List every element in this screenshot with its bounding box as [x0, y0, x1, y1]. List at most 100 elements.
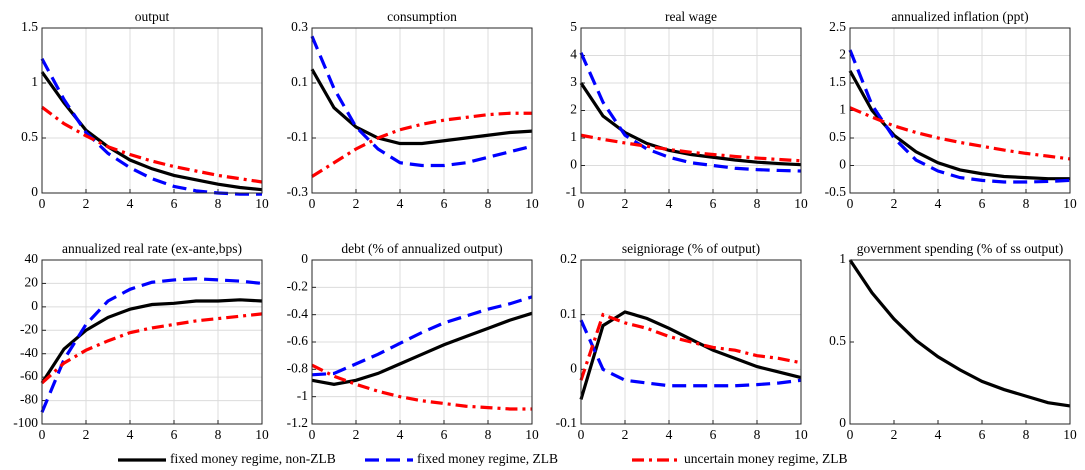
- y-tick-label: 2.5: [829, 19, 846, 34]
- series-line: [579, 319, 802, 388]
- panel-title: seigniorage (% of output): [622, 241, 760, 256]
- y-tick-label: 1: [31, 74, 38, 89]
- series-line: [311, 311, 533, 386]
- y-tick-label: -0.5: [825, 184, 847, 199]
- panel-title: annualized inflation (ppt): [891, 9, 1028, 24]
- y-tick-label: 20: [25, 275, 39, 290]
- x-tick-label: 8: [1023, 196, 1030, 211]
- x-tick-label: 10: [525, 427, 539, 442]
- x-tick-label: 2: [83, 427, 90, 442]
- y-tick-label: 0: [31, 184, 38, 199]
- panel-title: government spending (% of ss output): [857, 241, 1064, 256]
- x-tick-label: 4: [397, 427, 404, 442]
- x-tick-label: 2: [891, 427, 898, 442]
- series-line: [40, 58, 262, 196]
- y-tick-label: 3: [570, 74, 577, 89]
- x-tick-label: 8: [215, 427, 222, 442]
- x-tick-label: 6: [171, 196, 178, 211]
- y-tick-label: 0.1: [291, 74, 308, 89]
- series-line: [311, 363, 532, 411]
- panel-title: output: [135, 9, 170, 24]
- x-tick-label: 0: [39, 427, 46, 442]
- x-tick-label: 8: [485, 196, 492, 211]
- y-tick-label: 0.1: [560, 306, 577, 321]
- y-tick-label: -0.8: [287, 360, 309, 375]
- y-tick-label: 2: [839, 47, 846, 62]
- series-line: [40, 298, 263, 384]
- y-tick-label: 4: [570, 47, 577, 62]
- y-tick-label: -80: [20, 392, 38, 407]
- series-line: [849, 106, 1071, 161]
- y-tick-label: 0.5: [829, 129, 846, 144]
- x-tick-label: 8: [754, 427, 761, 442]
- series-line: [579, 82, 802, 167]
- y-tick-label: -100: [13, 415, 38, 430]
- series-line: [40, 312, 263, 385]
- y-tick-label: -0.3: [287, 184, 309, 199]
- x-tick-label: 6: [441, 196, 448, 211]
- axes-frame: [41, 27, 263, 194]
- x-tick-label: 10: [255, 196, 269, 211]
- x-tick-label: 4: [935, 427, 942, 442]
- x-tick-label: 2: [353, 427, 360, 442]
- y-tick-label: -40: [20, 345, 38, 360]
- series-line: [310, 35, 533, 168]
- x-tick-label: 10: [255, 427, 269, 442]
- panel-title: consumption: [387, 9, 457, 24]
- y-tick-label: 40: [25, 251, 39, 266]
- series-line: [311, 295, 533, 377]
- x-tick-label: 8: [1023, 427, 1030, 442]
- y-tick-label: 5: [570, 19, 577, 34]
- y-tick-label: 1.5: [829, 74, 846, 89]
- x-tick-label: 4: [666, 427, 673, 442]
- y-tick-label: 0.2: [560, 251, 577, 266]
- y-tick-label: 0: [301, 251, 308, 266]
- series-line: [40, 277, 263, 413]
- y-tick-label: -1: [297, 388, 308, 403]
- x-tick-label: 2: [353, 196, 360, 211]
- x-tick-label: 2: [622, 427, 629, 442]
- panel-title: real wage: [665, 9, 717, 24]
- y-tick-label: 0: [31, 298, 38, 313]
- x-tick-label: 4: [935, 196, 942, 211]
- x-tick-label: 0: [39, 196, 46, 211]
- x-tick-label: 10: [1063, 196, 1077, 211]
- axes-frame: [311, 27, 533, 194]
- panel-title: debt (% of annualized output): [341, 241, 502, 256]
- x-tick-label: 4: [127, 196, 134, 211]
- y-tick-label: -0.2: [287, 278, 308, 293]
- x-tick-label: 6: [979, 427, 986, 442]
- y-tick-label: -60: [20, 368, 38, 383]
- y-tick-label: 0: [839, 415, 846, 430]
- series-line: [848, 70, 1070, 181]
- y-tick-label: 1: [839, 251, 846, 266]
- y-tick-label: 0: [570, 360, 577, 375]
- x-tick-label: 2: [83, 196, 90, 211]
- series-line: [40, 71, 263, 192]
- y-tick-label: 1: [570, 129, 577, 144]
- series-line: [579, 312, 802, 381]
- x-tick-label: 0: [309, 196, 316, 211]
- axes-frame: [41, 259, 263, 425]
- series-line: [310, 68, 533, 146]
- y-tick-label: -20: [20, 321, 38, 336]
- axes-frame: [849, 259, 1071, 425]
- panel-title: annualized real rate (ex-ante,bps): [62, 241, 242, 256]
- legend-label: fixed money regime, non-ZLB: [170, 451, 336, 466]
- series-line: [311, 111, 532, 178]
- x-tick-label: 8: [754, 196, 761, 211]
- y-tick-label: 1: [839, 102, 846, 117]
- x-tick-label: 6: [710, 196, 717, 211]
- x-tick-label: 10: [525, 196, 539, 211]
- y-tick-label: 1.5: [21, 19, 38, 34]
- y-tick-label: -1: [566, 184, 577, 199]
- y-tick-label: -0.1: [287, 129, 308, 144]
- x-tick-label: 0: [847, 196, 854, 211]
- y-tick-label: -0.4: [287, 306, 309, 321]
- axes-frame: [580, 27, 802, 194]
- x-tick-label: 4: [666, 196, 673, 211]
- x-tick-label: 6: [979, 196, 986, 211]
- y-tick-label: 0.5: [21, 129, 38, 144]
- x-tick-label: 0: [309, 427, 316, 442]
- x-tick-label: 6: [710, 427, 717, 442]
